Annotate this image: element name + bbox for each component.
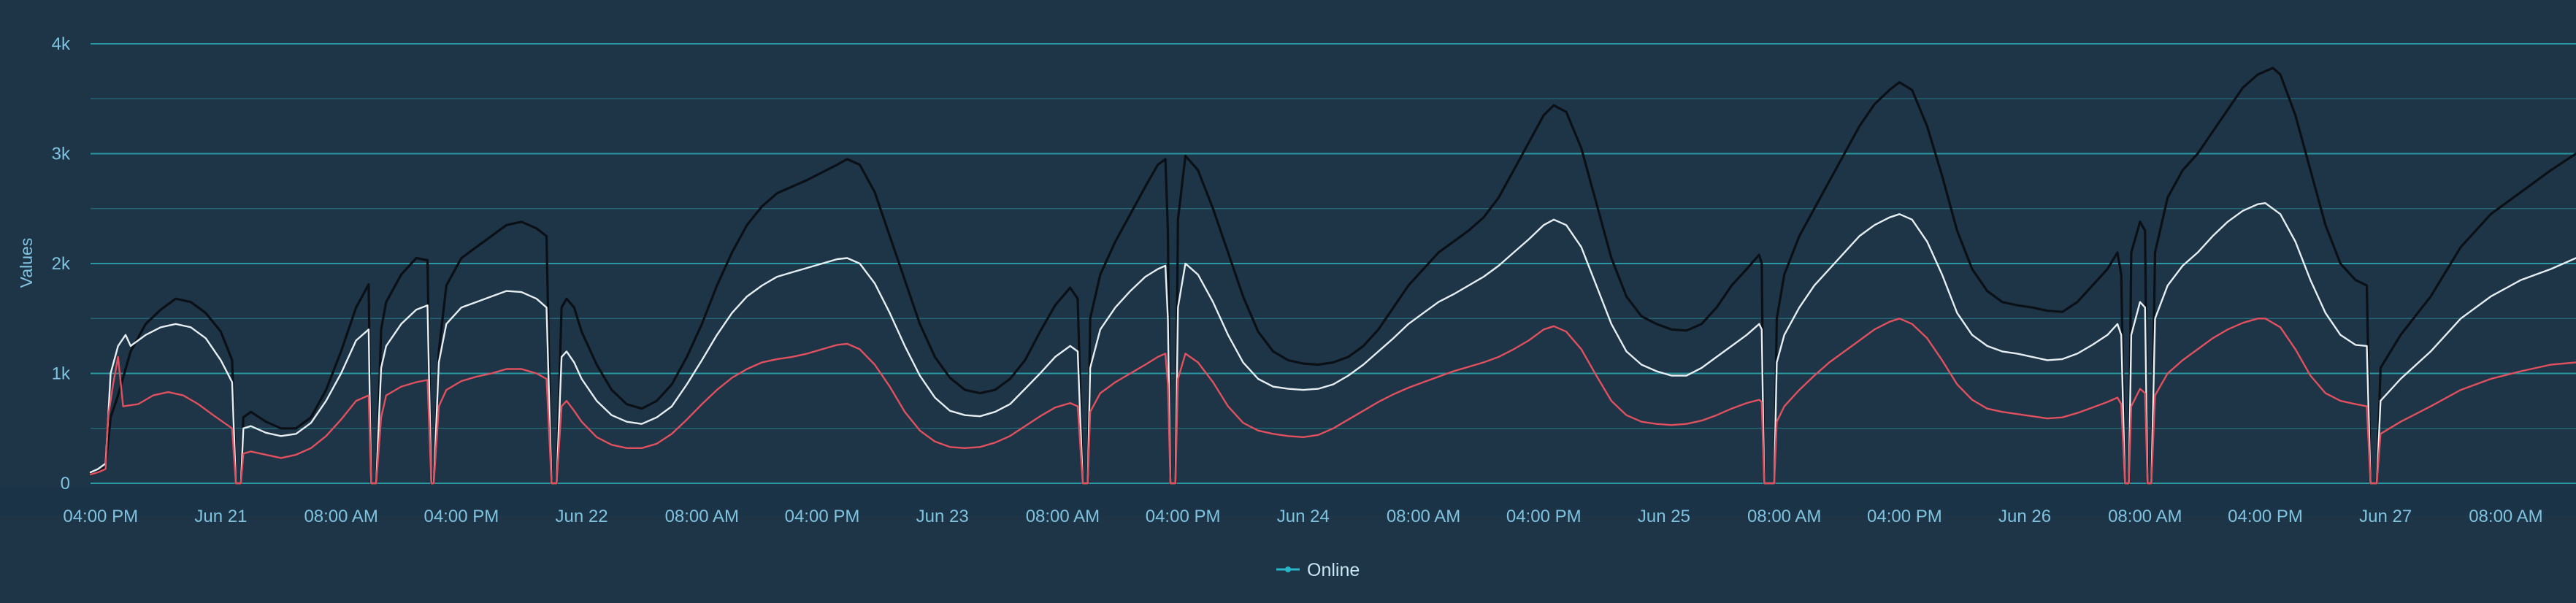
x-tick-label: 04:00 PM xyxy=(785,507,860,526)
x-tick-label: Jun 27 xyxy=(2359,507,2412,526)
x-tick-label: 04:00 PM xyxy=(2228,507,2303,526)
legend-marker-dot xyxy=(1285,566,1291,572)
x-tick-label: Jun 24 xyxy=(1277,507,1330,526)
y-tick-label: 2k xyxy=(52,254,71,274)
y-tick-label: 3k xyxy=(52,145,71,164)
legend-item-online[interactable]: Online xyxy=(1307,560,1360,580)
series-lines xyxy=(89,66,2576,485)
x-tick-label: 08:00 AM xyxy=(304,507,377,526)
x-tick-label: Jun 23 xyxy=(916,507,969,526)
series-line-3 xyxy=(89,318,2576,485)
y-axis-label: Values xyxy=(17,238,36,288)
x-tick-label: 04:00 PM xyxy=(423,507,499,526)
x-tick-label: 08:00 AM xyxy=(665,507,739,526)
x-tick-label: 08:00 AM xyxy=(2108,507,2182,526)
x-tick-label: 04:00 PM xyxy=(1146,507,1221,526)
gridlines xyxy=(91,43,2576,484)
x-axis-band xyxy=(0,488,2576,515)
y-axis-ticks: 0 1k 2k 3k 4k xyxy=(52,34,71,493)
x-tick-label: 08:00 AM xyxy=(1387,507,1460,526)
x-tick-label: Jun 21 xyxy=(194,507,247,526)
x-axis-ticks: 04:00 PM Jun 21 08:00 AM 04:00 PM Jun 22 08:0… xyxy=(63,507,2542,526)
legend[interactable]: Online xyxy=(1276,560,1360,580)
x-tick-label: Jun 26 xyxy=(1998,507,2051,526)
x-tick-label: 04:00 PM xyxy=(1867,507,1942,526)
x-tick-label: 08:00 AM xyxy=(2469,507,2542,526)
y-tick-label: 4k xyxy=(52,34,71,54)
y-tick-label: 0 xyxy=(61,474,70,493)
x-tick-label: 08:00 AM xyxy=(1747,507,1821,526)
x-tick-label: Jun 25 xyxy=(1638,507,1690,526)
x-tick-label: 04:00 PM xyxy=(63,507,138,526)
x-tick-label: 08:00 AM xyxy=(1026,507,1100,526)
x-tick-label: 04:00 PM xyxy=(1506,507,1582,526)
y-tick-label: 1k xyxy=(52,364,71,384)
x-tick-label: Jun 22 xyxy=(556,507,608,526)
